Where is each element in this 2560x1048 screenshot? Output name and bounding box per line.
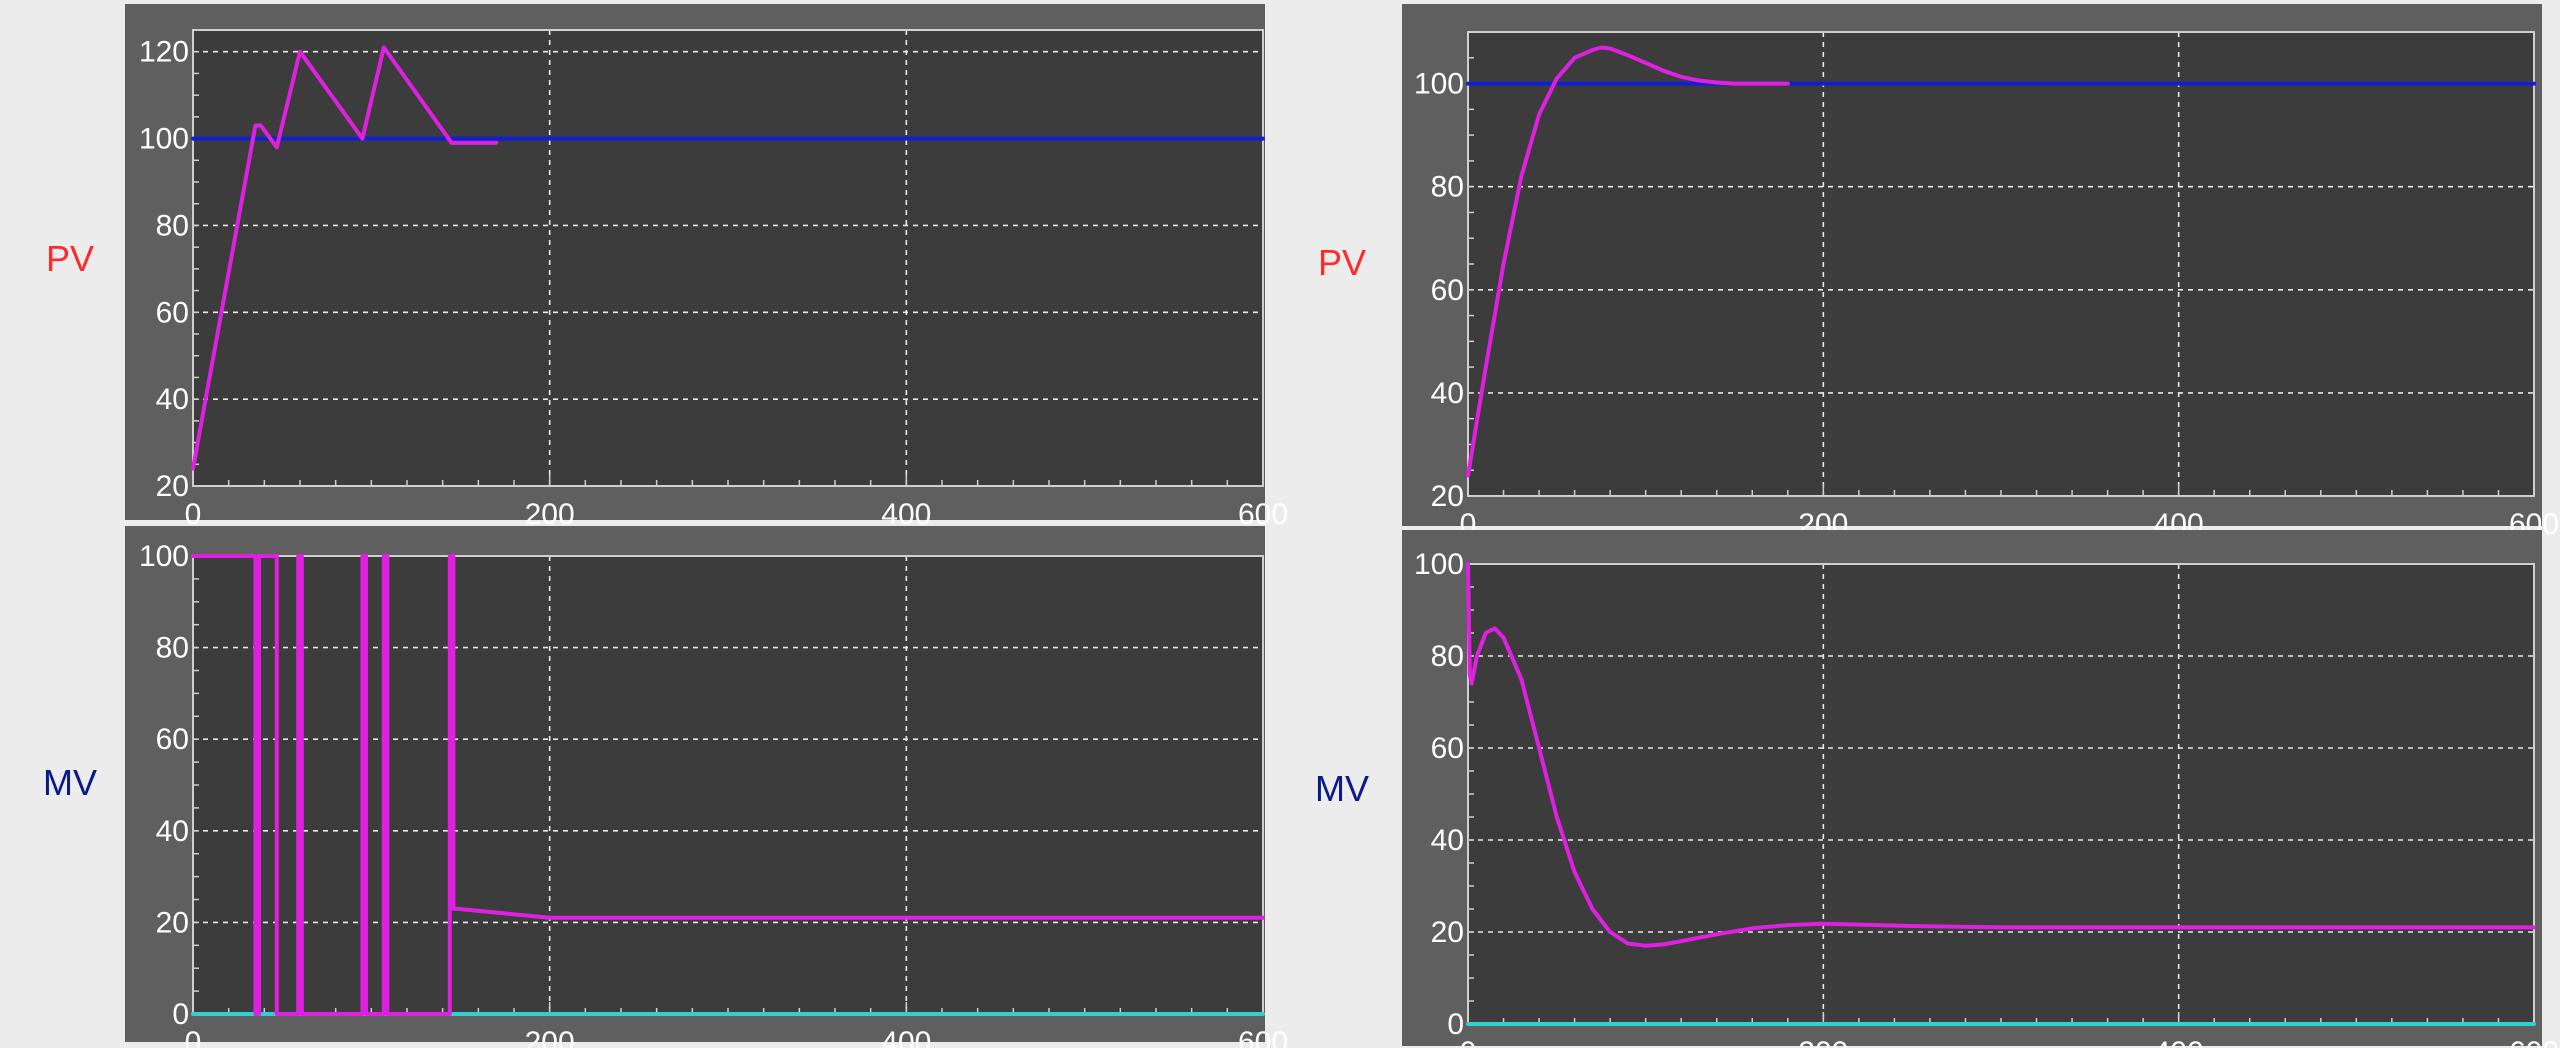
plot-area [1468,32,2534,496]
y-tick-label: 80 [156,209,189,242]
y-tick-label: 20 [1431,916,1464,949]
left-mv-axis-label: MV [43,762,97,803]
y-tick-label: 80 [1431,640,1464,673]
y-tick-label: 20 [1431,480,1464,513]
x-tick-label: 600 [1238,498,1288,531]
y-tick-label: 40 [156,815,189,848]
left-pv-panel: 20 40 60 80 100 120 0 200 400 600 [125,4,1288,531]
y-tick-label: 60 [156,723,189,756]
x-tick-label: 400 [881,498,931,531]
plot-area [1468,564,2534,1024]
right-mv-panel: 0 20 40 60 80 100 0 200 400 600 [1402,530,2559,1048]
x-tick-label: 600 [1238,1026,1288,1048]
left-pv-axis-label: PV [45,238,95,279]
right-mv-axis-label: MV [1315,768,1369,809]
y-tick-label: 120 [139,36,189,69]
right-mv-chart: 0 20 40 60 80 100 0 200 400 600 [1414,548,2559,1048]
x-tick-label: 400 [2154,1036,2204,1048]
x-tick-label: 0 [185,498,202,531]
x-tick-label: 200 [525,1026,575,1048]
x-tick-label: 600 [2509,1036,2559,1048]
x-tick-label: 0 [1460,1036,1477,1048]
y-tick-label: 100 [139,123,189,156]
right-pv-axis-label: PV [1317,242,1367,283]
y-tick-label: 100 [139,540,189,573]
x-tick-label: 400 [881,1026,931,1048]
process-line [1466,45,1790,478]
plot-area [193,30,1263,486]
plot-area [193,556,1263,1014]
process-line [191,45,499,471]
left-mv-panel: 0 20 40 60 80 100 0 200 400 600 [125,526,1288,1048]
y-tick-label: 0 [172,998,189,1031]
left-mv-chart: 0 20 40 60 80 100 0 200 400 600 [139,540,1288,1048]
y-tick-label: 60 [1431,274,1464,307]
process-line [1466,562,2536,948]
x-tick-label: 200 [525,498,575,531]
left-pv-chart: 20 40 60 80 100 120 0 200 400 600 [139,29,1288,531]
y-tick-label: 60 [156,296,189,329]
x-tick-label: 200 [1798,1036,1848,1048]
y-tick-label: 100 [1414,68,1464,101]
y-tick-label: 20 [156,470,189,503]
right-pv-panel: 20 40 60 80 100 0 200 400 600 [1402,4,2559,541]
y-tick-label: 80 [156,632,189,665]
y-tick-label: 0 [1447,1008,1464,1041]
y-tick-label: 40 [156,383,189,416]
x-tick-label: 0 [185,1026,202,1048]
y-tick-label: 40 [1431,824,1464,857]
y-tick-label: 80 [1431,171,1464,204]
y-tick-label: 40 [1431,377,1464,410]
process-line [191,554,1265,1016]
y-tick-label: 60 [1431,732,1464,765]
y-tick-label: 100 [1414,548,1464,581]
y-tick-label: 20 [156,906,189,939]
